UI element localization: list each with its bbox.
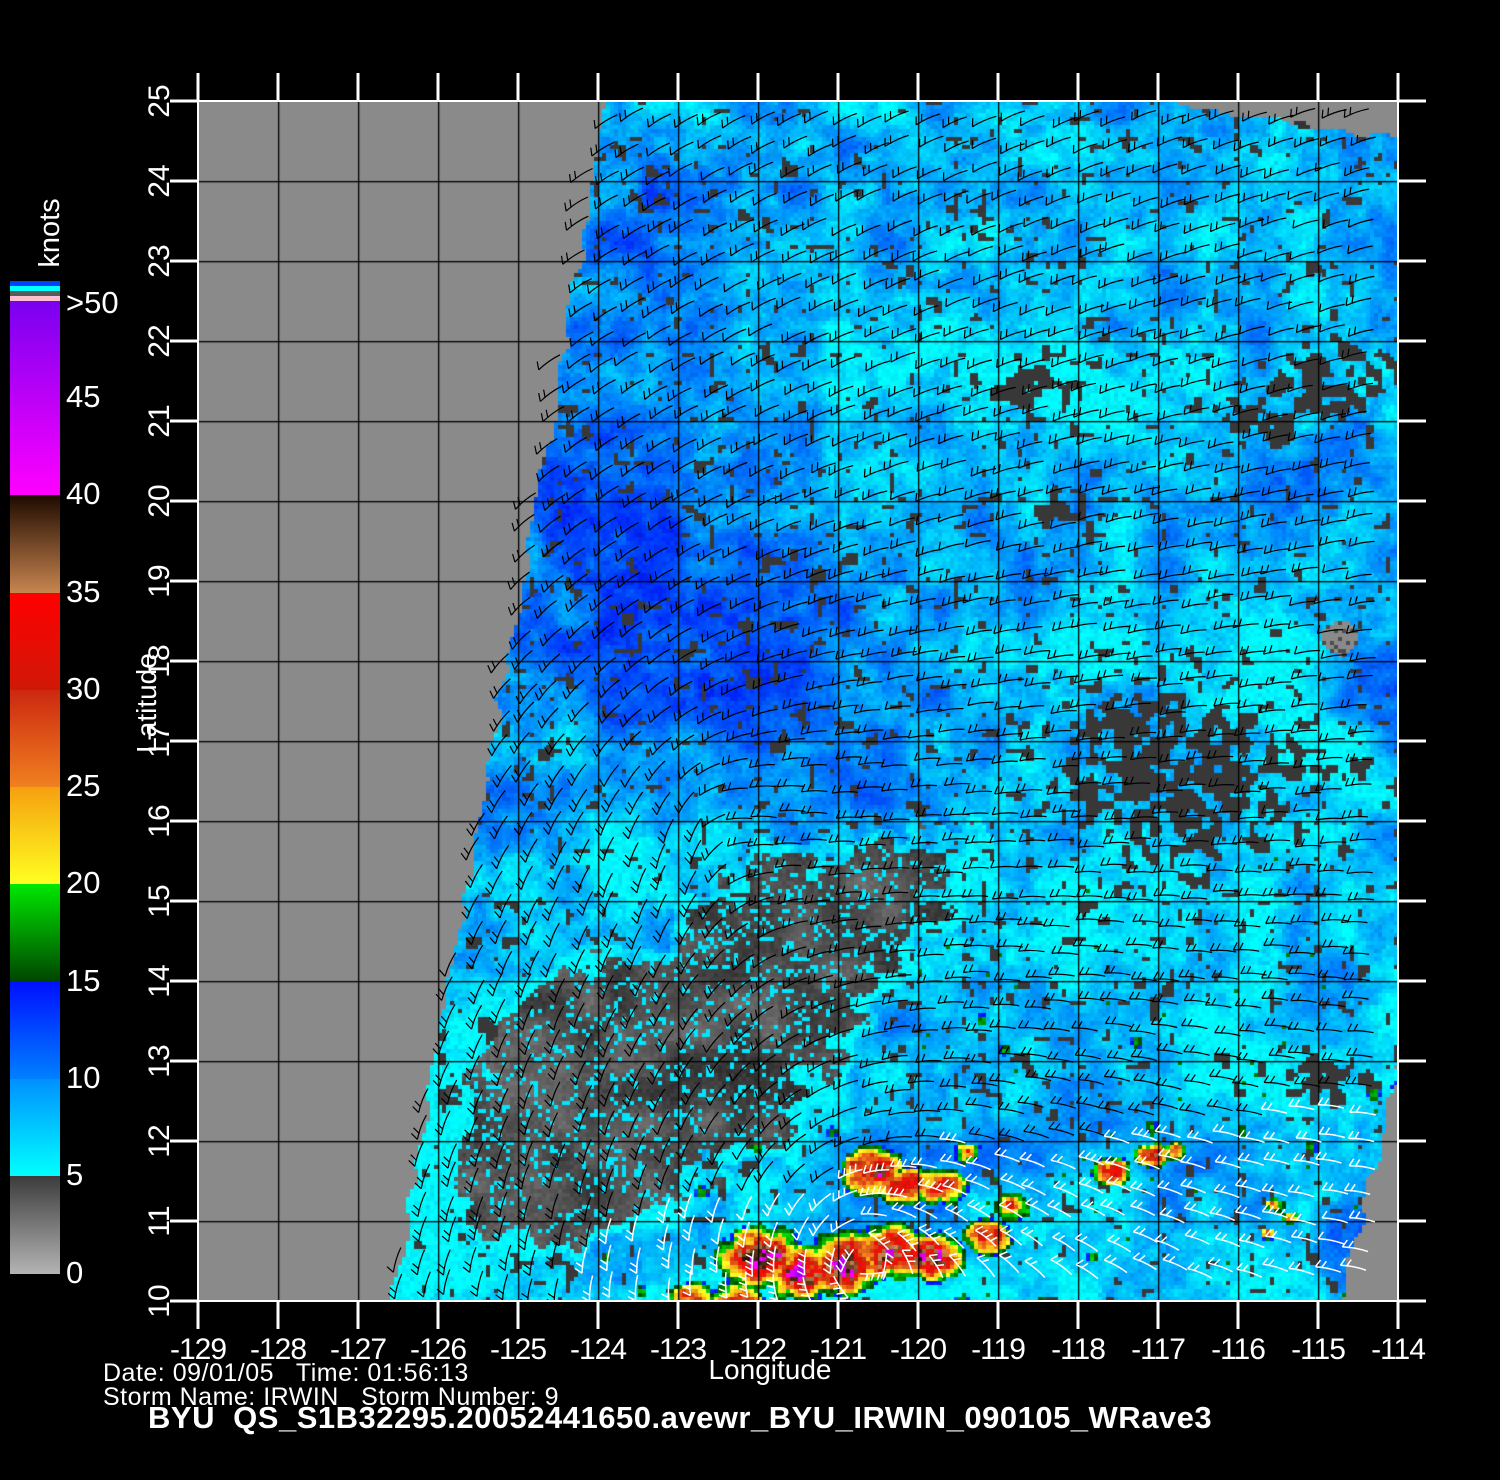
x-tick-label: -120 <box>889 1333 947 1366</box>
colorbar-flag-stripe <box>10 281 60 286</box>
y-axis-label: Latitude <box>131 653 162 753</box>
colorbar-flag-stripe <box>10 291 60 296</box>
y-tick-label: 24 <box>143 164 176 198</box>
x-tick-label: -119 <box>971 1333 1026 1366</box>
colorbar-tick-label: 15 <box>66 963 101 998</box>
date-time-line: Date: 09/01/05 Time: 01:56:13 <box>103 1359 469 1387</box>
colorbar-tick-label: 5 <box>66 1157 84 1192</box>
colorbar-tick-label: 10 <box>66 1060 101 1095</box>
y-tick-label: 20 <box>143 484 176 518</box>
x-tick-label: -125 <box>489 1333 547 1366</box>
colorbar-tick-label: 0 <box>66 1255 84 1290</box>
figure-title: BYU QS_S1B32295.20052441650.avewr_BYU_IR… <box>148 1400 1213 1435</box>
colorbar-tick-label: 40 <box>66 476 101 511</box>
x-tick-label: -124 <box>569 1333 627 1366</box>
x-tick-label: -129 <box>169 1333 227 1366</box>
x-tick-label: -118 <box>1051 1333 1106 1366</box>
colorbar-segment <box>10 593 60 690</box>
x-tick-label: -121 <box>809 1333 867 1366</box>
colorbar-tick-label: 25 <box>66 768 101 803</box>
x-tick-label: -127 <box>329 1333 387 1366</box>
x-tick-label: -114 <box>1371 1333 1426 1366</box>
x-tick-label: -117 <box>1131 1333 1186 1366</box>
colorbar-segment <box>10 787 60 884</box>
x-tick-label: -115 <box>1291 1333 1346 1366</box>
colorbar-tick-label: 45 <box>66 379 101 414</box>
wind-field-canvas <box>198 101 1398 1301</box>
y-tick-label: 22 <box>143 324 176 358</box>
y-tick-label: 19 <box>143 564 176 598</box>
colorbar-segment <box>10 301 60 495</box>
colorbar-tick-label: >50 <box>66 285 119 320</box>
y-tick-label: 15 <box>143 884 176 918</box>
colorbar-segment <box>10 982 60 1079</box>
colorbar-flag-stripe <box>10 286 60 291</box>
colorbar-segment <box>10 690 60 787</box>
x-tick-label: -123 <box>649 1333 707 1366</box>
x-tick-label: -122 <box>729 1333 787 1366</box>
colorbar-segment <box>10 495 60 593</box>
y-tick-label: 11 <box>143 1205 176 1237</box>
y-tick-label: 16 <box>143 804 176 838</box>
y-tick-label: 12 <box>143 1124 176 1158</box>
colorbar-title: knots <box>34 198 66 268</box>
y-tick-label: 25 <box>143 84 176 118</box>
y-tick-label: 23 <box>143 244 176 278</box>
colorbar-tick-label: 30 <box>66 671 101 706</box>
y-tick-label: 14 <box>143 964 176 998</box>
colorbar-gradient <box>10 281 60 1274</box>
x-tick-label: -126 <box>409 1333 467 1366</box>
colorbar-tick-label: 20 <box>66 865 101 900</box>
colorbar-tick-label: 35 <box>66 574 101 609</box>
y-tick-label: 13 <box>143 1044 176 1078</box>
x-axis-label: Longitude <box>708 1354 832 1385</box>
x-tick-label: -128 <box>249 1333 307 1366</box>
y-tick-label: 21 <box>143 404 176 438</box>
y-tick-label: 10 <box>143 1284 176 1318</box>
x-tick-label: -116 <box>1211 1333 1266 1366</box>
colorbar-segment <box>10 1176 60 1274</box>
colorbar-flag-stripe <box>10 296 60 301</box>
storm-info-line: Storm Name: IRWIN Storm Number: 9 <box>103 1383 560 1411</box>
colorbar-segment <box>10 884 60 982</box>
colorbar-segment <box>10 1079 60 1176</box>
